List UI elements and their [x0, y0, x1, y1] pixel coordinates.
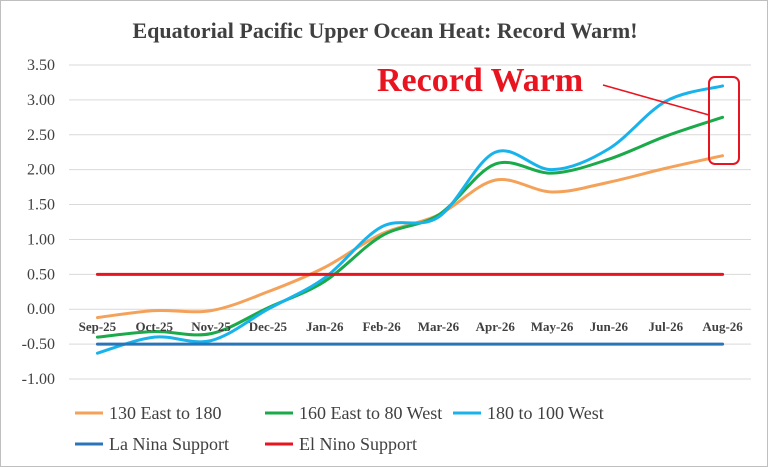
y-tick-label: 0.50 [27, 266, 55, 283]
y-tick-label: -0.50 [22, 336, 55, 353]
series-line-160-east-to-80-west [95, 115, 725, 339]
y-tick-label: 2.00 [27, 162, 55, 179]
y-tick-label: -1.00 [22, 371, 55, 388]
x-tick-label: Apr-26 [476, 319, 516, 334]
x-tick-label: Nov-25 [191, 319, 231, 334]
x-tick-label: Sep-25 [79, 319, 117, 334]
annotation-highlight-box [708, 76, 740, 165]
legend-label: 130 East to 180 [109, 403, 222, 423]
legend-label: 160 East to 80 West [299, 403, 442, 423]
series-line-180-to-100-west [95, 84, 725, 355]
x-tick-label: Jul-26 [648, 319, 683, 334]
record-warm-annotation: Record Warm [377, 62, 583, 99]
x-tick-label: May-26 [531, 319, 574, 334]
legend-label: 180 to 100 West [487, 403, 604, 423]
annotation-arrow [602, 84, 710, 116]
x-tick-label: Oct-25 [135, 319, 173, 334]
x-tick-label: Mar-26 [418, 319, 460, 334]
legend-label: La Nina Support [109, 434, 229, 454]
x-tick-label: Feb-26 [362, 319, 401, 334]
y-tick-label: 3.00 [27, 92, 55, 109]
chart-title: Equatorial Pacific Upper Ocean Heat: Rec… [132, 18, 637, 43]
legend-label: El Nino Support [299, 434, 417, 454]
x-tick-label: Dec-25 [249, 319, 288, 334]
series-lines [95, 84, 725, 355]
legend: 130 East to 180 160 East to 80 West 180 to… [75, 403, 604, 454]
x-axis-ticks: Sep-25 Oct-25 Nov-25 Dec-25 Jan-26 Feb-26 Mar-… [79, 319, 744, 334]
x-tick-label: Aug-26 [702, 319, 743, 334]
annotation: Record Warm [377, 62, 740, 165]
series-line-130-east-to-180 [95, 154, 725, 320]
x-tick-label: Jun-26 [590, 319, 629, 334]
y-tick-label: 1.00 [27, 231, 55, 248]
y-tick-label: 2.50 [27, 127, 55, 144]
y-tick-label: 3.50 [27, 57, 55, 74]
y-tick-label: 0.00 [27, 301, 55, 318]
x-tick-label: Jan-26 [306, 319, 344, 334]
y-tick-label: 1.50 [27, 197, 55, 214]
y-axis-ticks: 3.50 3.00 2.50 2.00 1.50 1.00 0.50 0.00 -0.50 -1.… [22, 57, 55, 388]
